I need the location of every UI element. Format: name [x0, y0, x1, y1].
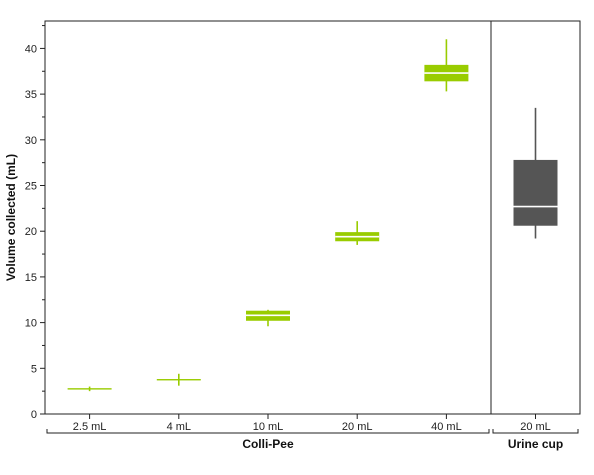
box-iqr: [513, 159, 558, 226]
group-label: Urine cup: [508, 437, 563, 451]
x-tick-label: 10 mL: [253, 421, 284, 433]
group-bracket: [492, 429, 579, 434]
x-tick-label: 40 mL: [431, 421, 462, 433]
plot-frames: [44, 20, 581, 415]
box-iqr: [67, 388, 112, 390]
box-0-2: [246, 309, 290, 327]
y-axis-label: Volume collected (mL): [4, 154, 18, 281]
y-tick-label: 30: [25, 135, 37, 147]
y-tick-label: 15: [25, 272, 37, 284]
y-tick-label: 20: [25, 226, 37, 238]
y-tick-label: 0: [31, 409, 37, 421]
box-1-0: [513, 107, 558, 239]
y-tick-label: 35: [25, 89, 37, 101]
group-bracket: [46, 429, 490, 434]
box-0-0: [67, 386, 112, 392]
y-tick-label: 10: [25, 318, 37, 330]
y-tick-label: 5: [31, 363, 37, 375]
group-label: Colli-Pee: [242, 437, 294, 451]
y-axis-label-layer: Volume collected (mL): [4, 154, 18, 281]
box-series: [67, 39, 558, 392]
box-0-1: [156, 373, 201, 386]
y-tick-label: 40: [25, 43, 37, 55]
x-tick-label: 20 mL: [520, 421, 551, 433]
box-0-4: [424, 39, 469, 92]
group-labels: Colli-Pee Urine cup: [46, 429, 579, 451]
y-tick-label: 25: [25, 181, 37, 193]
x-tick-label: 4 mL: [167, 421, 191, 433]
plot-panel-frame-0: [44, 20, 492, 415]
box-0-3: [335, 221, 380, 245]
x-tick-label: 2.5 mL: [73, 421, 107, 433]
x-axis-ticks: 2.5 mL 4 mL 10 mL 20 mL 40 mL 20 mL: [73, 414, 551, 433]
y-axis-ticks: 0 5 10 15 20 25 30 35 40: [25, 25, 45, 421]
box-iqr: [156, 379, 201, 381]
x-tick-label: 20 mL: [342, 421, 373, 433]
